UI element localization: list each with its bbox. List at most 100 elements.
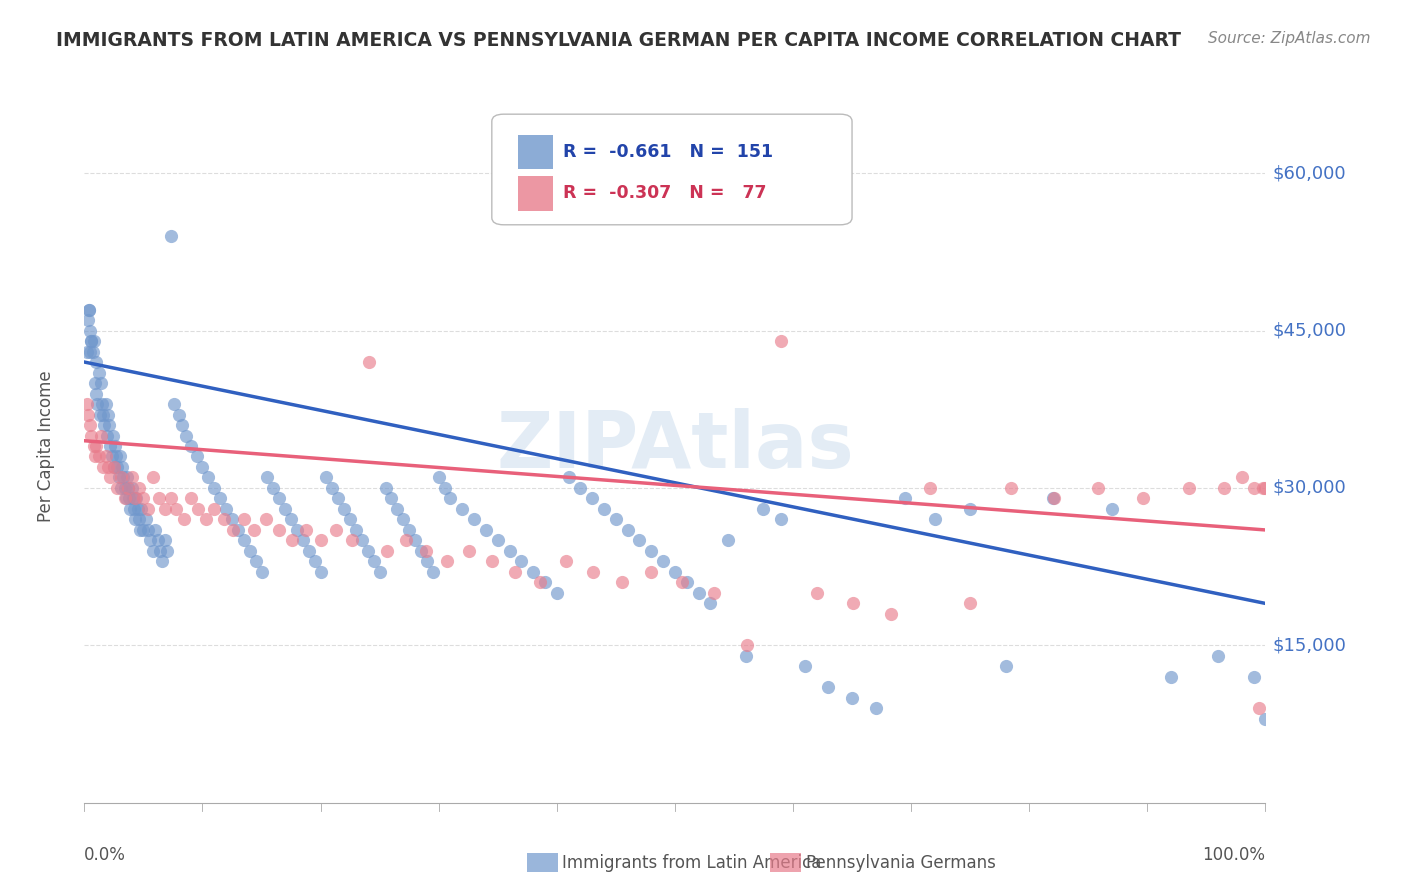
Point: [89, 408, 111, 422]
Point: [84, 355, 107, 369]
Point: [555, 554, 578, 568]
Point: [79, 324, 101, 338]
Point: [752, 502, 775, 516]
Point: [77, 408, 100, 422]
Point: [163, 397, 186, 411]
Point: [451, 502, 474, 516]
Point: [172, 417, 194, 432]
Point: [118, 491, 141, 506]
Point: [149, 544, 172, 558]
Point: [1230, 470, 1253, 484]
Point: [127, 502, 149, 516]
Point: [333, 502, 356, 516]
Point: [111, 460, 134, 475]
Point: [153, 502, 176, 516]
Text: ZIPAtlas: ZIPAtlas: [496, 408, 853, 484]
Point: [433, 481, 456, 495]
Point: [90, 376, 112, 390]
Point: [394, 533, 416, 548]
Point: [180, 439, 202, 453]
Point: [262, 481, 284, 495]
Point: [734, 648, 756, 663]
Point: [529, 575, 551, 590]
Point: [994, 659, 1017, 673]
Point: [309, 533, 332, 548]
Point: [1206, 648, 1229, 663]
Point: [108, 450, 131, 464]
Point: [86, 397, 108, 411]
Point: [458, 544, 481, 558]
Point: [91, 460, 114, 475]
Point: [180, 491, 202, 506]
Point: [498, 544, 520, 558]
Point: [793, 659, 815, 673]
Point: [350, 533, 373, 548]
Point: [256, 470, 278, 484]
Point: [128, 512, 150, 526]
Point: [1160, 670, 1182, 684]
Point: [80, 334, 103, 348]
Point: [121, 491, 143, 506]
Point: [280, 512, 302, 526]
Point: [239, 544, 262, 558]
Point: [363, 554, 385, 568]
Point: [173, 512, 195, 526]
Point: [202, 502, 225, 516]
Point: [128, 481, 150, 495]
Point: [1251, 481, 1274, 495]
Point: [298, 544, 321, 558]
Point: [269, 523, 291, 537]
Text: 0.0%: 0.0%: [84, 846, 127, 863]
Point: [117, 481, 139, 495]
Point: [103, 460, 125, 475]
Point: [245, 554, 267, 568]
Point: [357, 355, 380, 369]
Point: [107, 470, 129, 484]
Point: [1249, 701, 1271, 715]
Point: [82, 344, 104, 359]
Point: [281, 533, 304, 548]
Point: [159, 229, 181, 244]
Point: [486, 533, 509, 548]
Point: [427, 470, 450, 484]
Point: [375, 544, 398, 558]
Text: R =  -0.307   N =   77: R = -0.307 N = 77: [562, 185, 766, 202]
Point: [122, 502, 145, 516]
Point: [436, 554, 458, 568]
Point: [166, 502, 188, 516]
Point: [115, 470, 138, 484]
Point: [77, 302, 100, 317]
Point: [1177, 481, 1199, 495]
Point: [605, 512, 627, 526]
Point: [309, 565, 332, 579]
Point: [959, 502, 981, 516]
Point: [610, 575, 633, 590]
Point: [83, 334, 105, 348]
Point: [918, 481, 941, 495]
Point: [463, 512, 485, 526]
Text: Pennsylvania Germans: Pennsylvania Germans: [806, 854, 995, 871]
Point: [304, 554, 326, 568]
Point: [735, 639, 758, 653]
Point: [117, 481, 139, 495]
Point: [97, 408, 120, 422]
Point: [295, 523, 318, 537]
Point: [357, 544, 380, 558]
Point: [688, 586, 710, 600]
Point: [84, 450, 107, 464]
Point: [146, 533, 169, 548]
Text: 100.0%: 100.0%: [1202, 846, 1265, 863]
Point: [770, 512, 793, 526]
Point: [522, 565, 544, 579]
Point: [640, 544, 662, 558]
Point: [404, 533, 426, 548]
Point: [398, 523, 420, 537]
Point: [374, 481, 396, 495]
Point: [924, 512, 946, 526]
Point: [842, 596, 865, 610]
Point: [475, 523, 498, 537]
Bar: [517, 177, 553, 211]
Point: [77, 313, 100, 327]
Point: [652, 554, 675, 568]
Point: [84, 386, 107, 401]
